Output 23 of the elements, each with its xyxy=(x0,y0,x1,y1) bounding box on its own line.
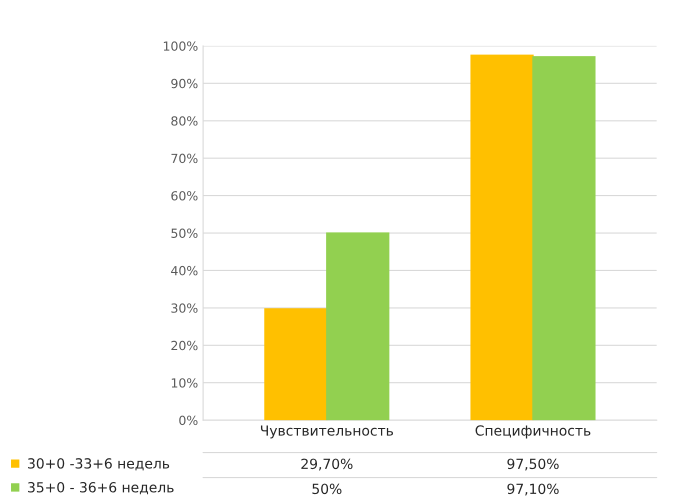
y-tick-label: 60% xyxy=(171,191,198,201)
y-tick-label: 40% xyxy=(171,266,198,276)
data-label: 50% xyxy=(312,484,342,494)
y-tick-label: 50% xyxy=(171,228,198,238)
y-tick-label: 90% xyxy=(171,78,198,88)
x-tick-label: Специфичность xyxy=(476,425,590,438)
legend-label: 35+0 - 36+6 недель xyxy=(28,482,174,494)
y-tick-label: 20% xyxy=(171,340,198,350)
data-label: 97,10% xyxy=(507,484,559,496)
y-tick-label: 70% xyxy=(171,154,198,164)
bar xyxy=(532,56,596,420)
data-label: 97,50% xyxy=(507,458,559,471)
y-tick-label: 30% xyxy=(171,303,198,313)
bar xyxy=(264,308,328,420)
bar xyxy=(326,232,390,420)
bar xyxy=(470,54,534,420)
legend-label: 30+0 -33+6 недель xyxy=(28,458,170,470)
y-tick-label: 0% xyxy=(179,416,198,426)
data-label: 29,70% xyxy=(301,458,353,471)
y-tick-label: 100% xyxy=(164,41,198,51)
y-tick-label: 80% xyxy=(171,116,198,126)
y-tick-label: 10% xyxy=(172,378,198,388)
x-tick-label: Чувствительность xyxy=(260,425,394,438)
